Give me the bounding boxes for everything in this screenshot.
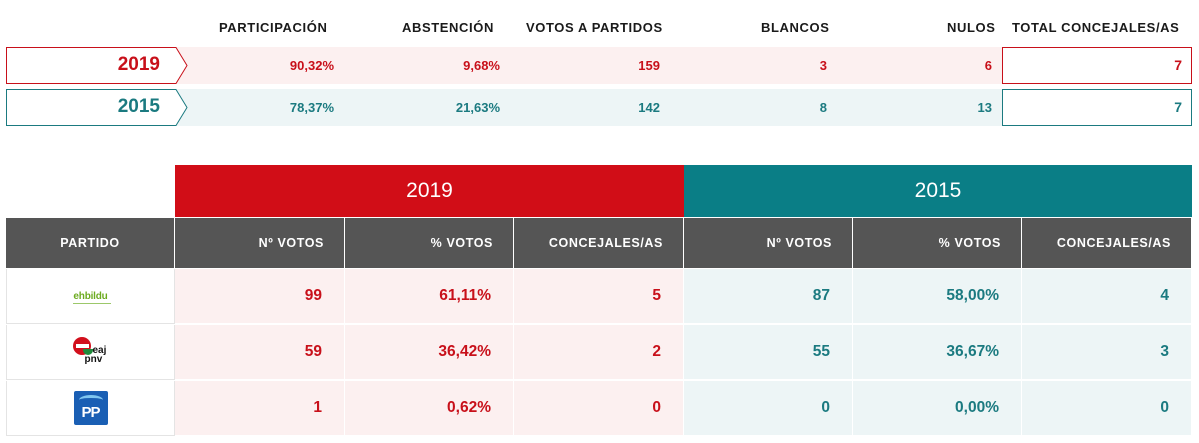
year-tag-2015: 2015 bbox=[6, 89, 188, 126]
year-tag-2019: 2019 bbox=[6, 47, 188, 84]
year-tag-shape bbox=[6, 89, 188, 126]
votos-2019-cell: 59 bbox=[175, 325, 345, 380]
pct-2015-cell: 36,67% bbox=[853, 325, 1022, 380]
column-header-pct-2019: % VOTOS bbox=[345, 218, 514, 268]
total-concejales-value: 7 bbox=[1174, 57, 1182, 73]
column-header-votos-2015: Nº VOTOS bbox=[684, 218, 853, 268]
header-votos-partidos: VOTOS A PARTIDOS bbox=[526, 20, 663, 35]
votos-2015-cell: 55 bbox=[684, 325, 853, 380]
eaj-logo-text: eaj bbox=[92, 345, 107, 356]
concejales-2015-cell: 4 bbox=[1022, 269, 1192, 324]
pct-2015-cell: 0,00% bbox=[853, 381, 1022, 436]
abstencion-value: 21,63% bbox=[455, 100, 500, 115]
participacion-value: 78,37% bbox=[289, 100, 334, 115]
total-concejales-value: 7 bbox=[1174, 99, 1182, 115]
ehbildu-logo-text: ehbildu bbox=[73, 290, 108, 302]
year-label: 2019 bbox=[117, 54, 160, 75]
pp-logo-icon: PP bbox=[73, 391, 108, 425]
votos-2015-cell: 0 bbox=[684, 381, 853, 436]
summary-row-2015: 2015 78,37% 21,63% 142 8 13 7 bbox=[6, 89, 1192, 126]
concejales-2015-cell: 0 bbox=[1022, 381, 1192, 436]
pct-2019-cell: 0,62% bbox=[345, 381, 514, 436]
eaj-pnv-logo-icon: eaj pnv bbox=[71, 337, 111, 367]
column-header-partido: PARTIDO bbox=[6, 218, 175, 268]
column-header-concejales-2015: CONCEJALES/AS bbox=[1022, 218, 1192, 268]
concejales-2019-cell: 0 bbox=[514, 381, 684, 436]
votos-2015-cell: 87 bbox=[684, 269, 853, 324]
votos-2019-cell: 1 bbox=[175, 381, 345, 436]
header-blancos: BLANCOS bbox=[761, 20, 830, 35]
year-label: 2015 bbox=[117, 96, 160, 117]
ehbildu-logo-icon: ehbildu bbox=[73, 290, 112, 304]
year-banner-2019: 2019 bbox=[175, 165, 684, 217]
column-header-votos-2019: Nº VOTOS bbox=[175, 218, 345, 268]
concejales-2015-cell: 3 bbox=[1022, 325, 1192, 380]
votos-partidos-value: 159 bbox=[638, 58, 660, 73]
participacion-value: 90,32% bbox=[289, 58, 334, 73]
party-logo-cell: eaj pnv bbox=[6, 325, 175, 380]
pp-logo-text: PP bbox=[81, 404, 100, 421]
total-concejales-box: 7 bbox=[1002, 47, 1192, 84]
party-logo-cell: PP bbox=[6, 381, 175, 436]
concejales-2019-cell: 5 bbox=[514, 269, 684, 324]
header-abstencion: ABSTENCIÓN bbox=[402, 20, 494, 35]
header-total-concejales: TOTAL CONCEJALES/AS bbox=[1012, 20, 1180, 35]
votos-2019-cell: 99 bbox=[175, 269, 345, 324]
pct-2019-cell: 36,42% bbox=[345, 325, 514, 380]
nulos-value: 6 bbox=[984, 58, 992, 73]
pct-2015-cell: 58,00% bbox=[853, 269, 1022, 324]
party-logo-cell: ehbildu bbox=[6, 269, 175, 324]
pnv-logo-text: pnv bbox=[84, 354, 103, 365]
pct-2019-cell: 61,11% bbox=[345, 269, 514, 324]
summary-row-2019: 2019 90,32% 9,68% 159 3 6 7 bbox=[6, 47, 1192, 84]
column-header-pct-2015: % VOTOS bbox=[853, 218, 1022, 268]
year-tag-shape bbox=[6, 47, 188, 84]
total-concejales-box: 7 bbox=[1002, 89, 1192, 126]
header-nulos: NULOS bbox=[947, 20, 996, 35]
nulos-value: 13 bbox=[977, 100, 992, 115]
year-banner-2015: 2015 bbox=[684, 165, 1192, 217]
blancos-value: 8 bbox=[819, 100, 827, 115]
concejales-2019-cell: 2 bbox=[514, 325, 684, 380]
column-header-concejales-2019: CONCEJALES/AS bbox=[514, 218, 684, 268]
blancos-value: 3 bbox=[819, 58, 827, 73]
header-participacion: PARTICIPACIÓN bbox=[219, 20, 328, 35]
votos-partidos-value: 142 bbox=[638, 100, 660, 115]
abstencion-value: 9,68% bbox=[463, 58, 500, 73]
